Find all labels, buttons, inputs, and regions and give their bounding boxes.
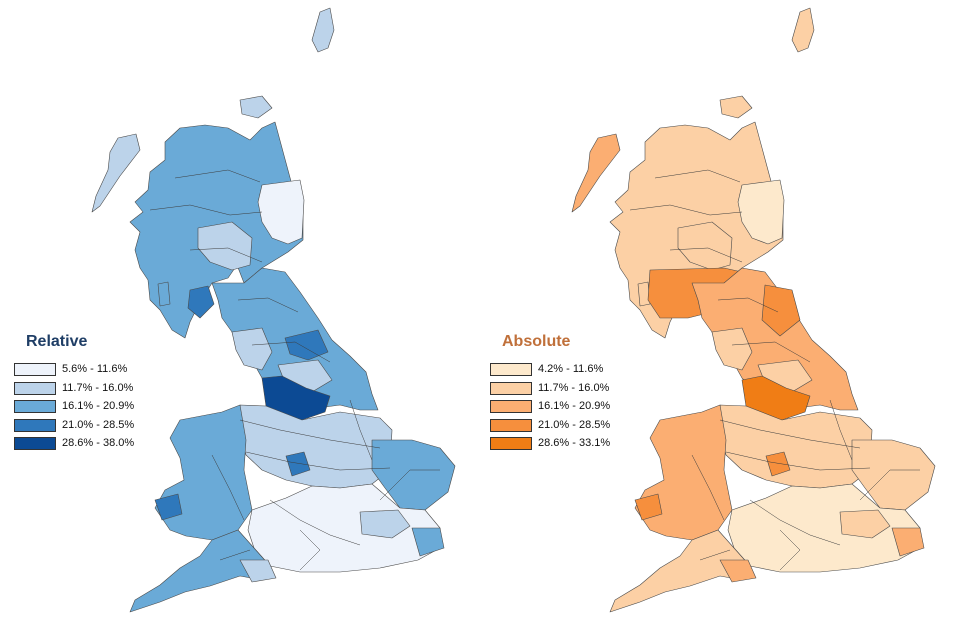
legend-label: 11.7% - 16.0% [538,381,610,394]
legend-label: 21.0% - 28.5% [62,418,135,431]
inverclyde-region [187,285,215,319]
arran-bute [637,281,651,307]
legend-swatch [490,437,532,450]
shetland-islands [791,7,815,53]
absolute-map-panel: Absolute 4.2% - 11.6% 11.7% - 16.0% 16.1… [480,0,960,640]
arran-bute [157,281,171,307]
legend-label: 21.0% - 28.5% [538,418,611,431]
cumbria-region [231,327,273,371]
legend-item: 11.7% - 16.0% [490,381,672,401]
perth-region [197,221,253,271]
legend-swatch [490,418,532,432]
birmingham-region [285,451,311,477]
legend-item: 11.7% - 16.0% [14,381,196,401]
legend-label: 16.1% - 20.9% [62,400,135,412]
south-west-region [609,529,751,613]
absolute-legend: Absolute 4.2% - 11.6% 11.7% - 16.0% 16.1… [490,332,672,456]
legend-label: 28.6% - 38.0% [62,437,135,449]
kent-coast-region [891,527,925,557]
legend-item: 28.6% - 33.1% [490,437,672,456]
legend-swatch [14,400,56,413]
legend-swatch [14,418,56,432]
legend-label: 5.6% - 11.6% [62,363,128,375]
aberdeenshire-region [737,179,785,245]
legend-title: Relative [26,333,88,350]
dorset-region [719,559,757,583]
dorset-region [239,559,277,583]
district-borders [149,169,440,571]
tyneside-region [284,329,329,361]
legend-label: 28.6% - 33.1% [538,437,611,449]
east-anglia-region [371,439,456,511]
legend-swatch [490,400,532,413]
legend-swatch [14,437,56,450]
orkney-islands [719,95,753,119]
legend-swatch [14,363,56,376]
relative-choropleth-map [91,7,456,613]
legend-item: 5.6% - 11.6% [14,363,196,382]
kent-coast-region [411,527,445,557]
pembrokeshire-region [634,493,663,521]
birmingham-region [765,451,791,477]
absolute-choropleth-map [571,7,936,613]
perth-region [677,221,733,271]
relative-map-panel: Relative 5.6% - 11.6% 11.7% - 16.0% 16.1… [14,7,456,613]
legend-title: Absolute [502,333,571,350]
legend-item: 21.0% - 28.5% [14,418,196,438]
south-west-region [129,529,271,613]
relative-legend: Relative 5.6% - 11.6% 11.7% - 16.0% 16.1… [14,332,196,456]
legend-label: 4.2% - 11.6% [538,363,604,375]
legend-swatch [14,381,56,395]
legend-label: 16.1% - 20.9% [538,400,611,412]
pembrokeshire-region [154,493,183,521]
east-anglia-region [851,439,936,511]
western-isles [91,133,141,213]
legend-item: 21.0% - 28.5% [490,418,672,438]
legend-item: 16.1% - 20.9% [14,400,196,419]
legend-swatch [490,381,532,395]
district-borders [629,169,920,571]
london-region [359,509,411,539]
legend-label: 11.7% - 16.0% [62,381,134,394]
shetland-islands [311,7,335,53]
northumberland-region [761,284,801,337]
legend-swatch [490,363,532,376]
legend-item: 28.6% - 38.0% [14,437,196,456]
london-region [839,509,891,539]
cumbria-region [711,327,753,371]
legend-item: 4.2% - 11.6% [490,363,672,382]
western-isles [571,133,621,213]
aberdeenshire-region [257,179,305,245]
legend-item: 16.1% - 20.9% [490,400,672,419]
orkney-islands [239,95,273,119]
